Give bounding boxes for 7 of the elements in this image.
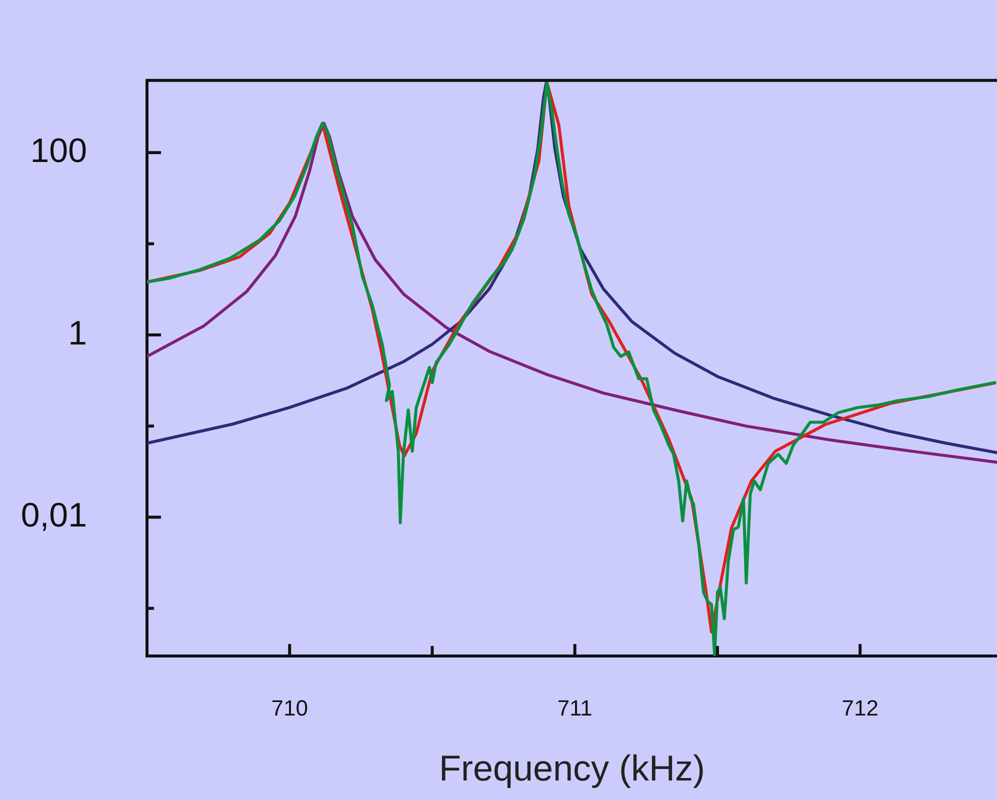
y-tick-label: 1 — [68, 314, 87, 352]
x-axis-title: Frequency (kHz) — [438, 747, 706, 788]
y-tick-label: 0,01 — [20, 496, 87, 535]
x-tick-label: 710 — [271, 695, 308, 720]
x-tick-label: 711 — [557, 695, 592, 720]
y-tick-label: 100 — [30, 132, 87, 170]
x-tick-label: 712 — [842, 695, 878, 720]
